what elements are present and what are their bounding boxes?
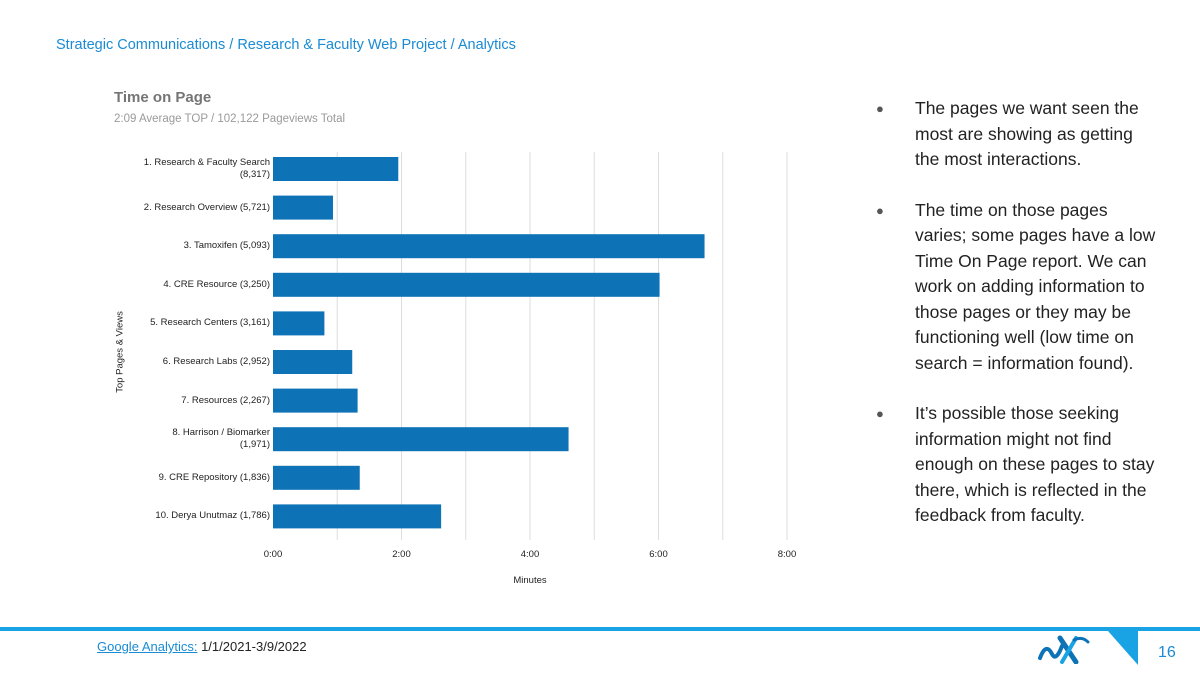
category-label: 1. Research & Faculty Search (8,317): [120, 157, 270, 181]
category-label: 5. Research Centers (3,161): [120, 317, 270, 329]
x-tick-label: 6:00: [649, 549, 668, 560]
google-analytics-link[interactable]: Google Analytics:: [97, 639, 198, 654]
bar: [273, 350, 353, 374]
bullet-icon: ●: [876, 101, 884, 116]
breadcrumb: Strategic Communications / Research & Fa…: [56, 37, 516, 53]
category-label-line: 5. Research Centers (3,161): [150, 317, 270, 329]
x-tick-label: 0:00: [263, 549, 283, 560]
bar: [273, 157, 399, 181]
bar: [273, 465, 360, 490]
category-label: 7. Resources (2,267): [120, 395, 270, 407]
bullet-item: ● It’s possible those seeking information…: [872, 401, 1162, 529]
bar: [273, 311, 325, 336]
bar: [273, 504, 442, 529]
category-label-line: 1. Research & Faculty Search: [143, 157, 270, 168]
bullet-text: The pages we want seen the most are show…: [915, 98, 1139, 169]
date-range: 1/1/2021-3/9/2022: [197, 639, 307, 654]
category-label: 3. Tamoxifen (5,093): [120, 240, 270, 252]
x-tick-label: 2:00: [392, 549, 411, 560]
category-label: 4. CRE Resource (3,250): [120, 279, 270, 291]
bullet-text: It’s possible those seeking information …: [915, 403, 1155, 525]
bullet-text: The time on those pages varies; some pag…: [915, 199, 1156, 373]
source-citation: Google Analytics: 1/1/2021-3/9/2022: [97, 639, 307, 654]
bar: [273, 234, 705, 259]
category-label-line: (8,317): [239, 169, 270, 180]
bullet-item: ● The pages we want seen the most are sho…: [872, 96, 1162, 173]
category-label: 9. CRE Repository (1,836): [120, 472, 270, 484]
bar: [273, 388, 358, 413]
x-axis-label: Minutes: [513, 575, 547, 586]
corner-accent-icon: [1108, 631, 1138, 665]
bullet-icon: ●: [876, 202, 884, 218]
bar: [273, 427, 569, 452]
chart-title: Time on Page: [114, 89, 212, 106]
category-label-line: (1,971): [239, 439, 270, 451]
x-tick-label: 8:00: [777, 549, 797, 560]
category-label: 6. Research Labs (2,952): [120, 356, 270, 368]
category-label: 10. Derya Unutmaz (1,786): [120, 510, 270, 522]
bullet-list: ● The pages we want seen the most are sho…: [872, 96, 1162, 554]
category-label-line: 3. Tamoxifen (5,093): [183, 240, 270, 252]
category-label-line: 10. Derya Unutmaz (1,786): [155, 510, 270, 522]
x-tick-label: 4:00: [520, 549, 540, 560]
category-label-line: 9. CRE Repository (1,836): [158, 471, 270, 483]
category-label: 8. Harrison / Biomarker (1,971): [120, 427, 270, 451]
category-label-line: 7. Resources (2,267): [181, 394, 270, 406]
bar: [273, 195, 333, 220]
category-label-line: 6. Research Labs (2,952): [162, 356, 270, 367]
category-label-line: 2. Research Overview (5,721): [143, 201, 270, 213]
category-label-line: 4. CRE Resource (3,250): [163, 278, 270, 290]
category-label: 2. Research Overview (5,721): [120, 202, 270, 214]
bullet-icon: ●: [876, 406, 884, 421]
category-label-line: 8. Harrison / Biomarker: [172, 427, 270, 439]
chart-subtitle: 2:09 Average TOP / 102,122 Pageviews Tot…: [114, 113, 346, 125]
bar: [273, 272, 660, 297]
footer-divider: [0, 627, 1200, 631]
logo-icon: [1038, 635, 1090, 664]
page-number: 16: [1158, 644, 1176, 661]
bullet-item: ● The time on those pages varies; some pa…: [872, 198, 1162, 377]
